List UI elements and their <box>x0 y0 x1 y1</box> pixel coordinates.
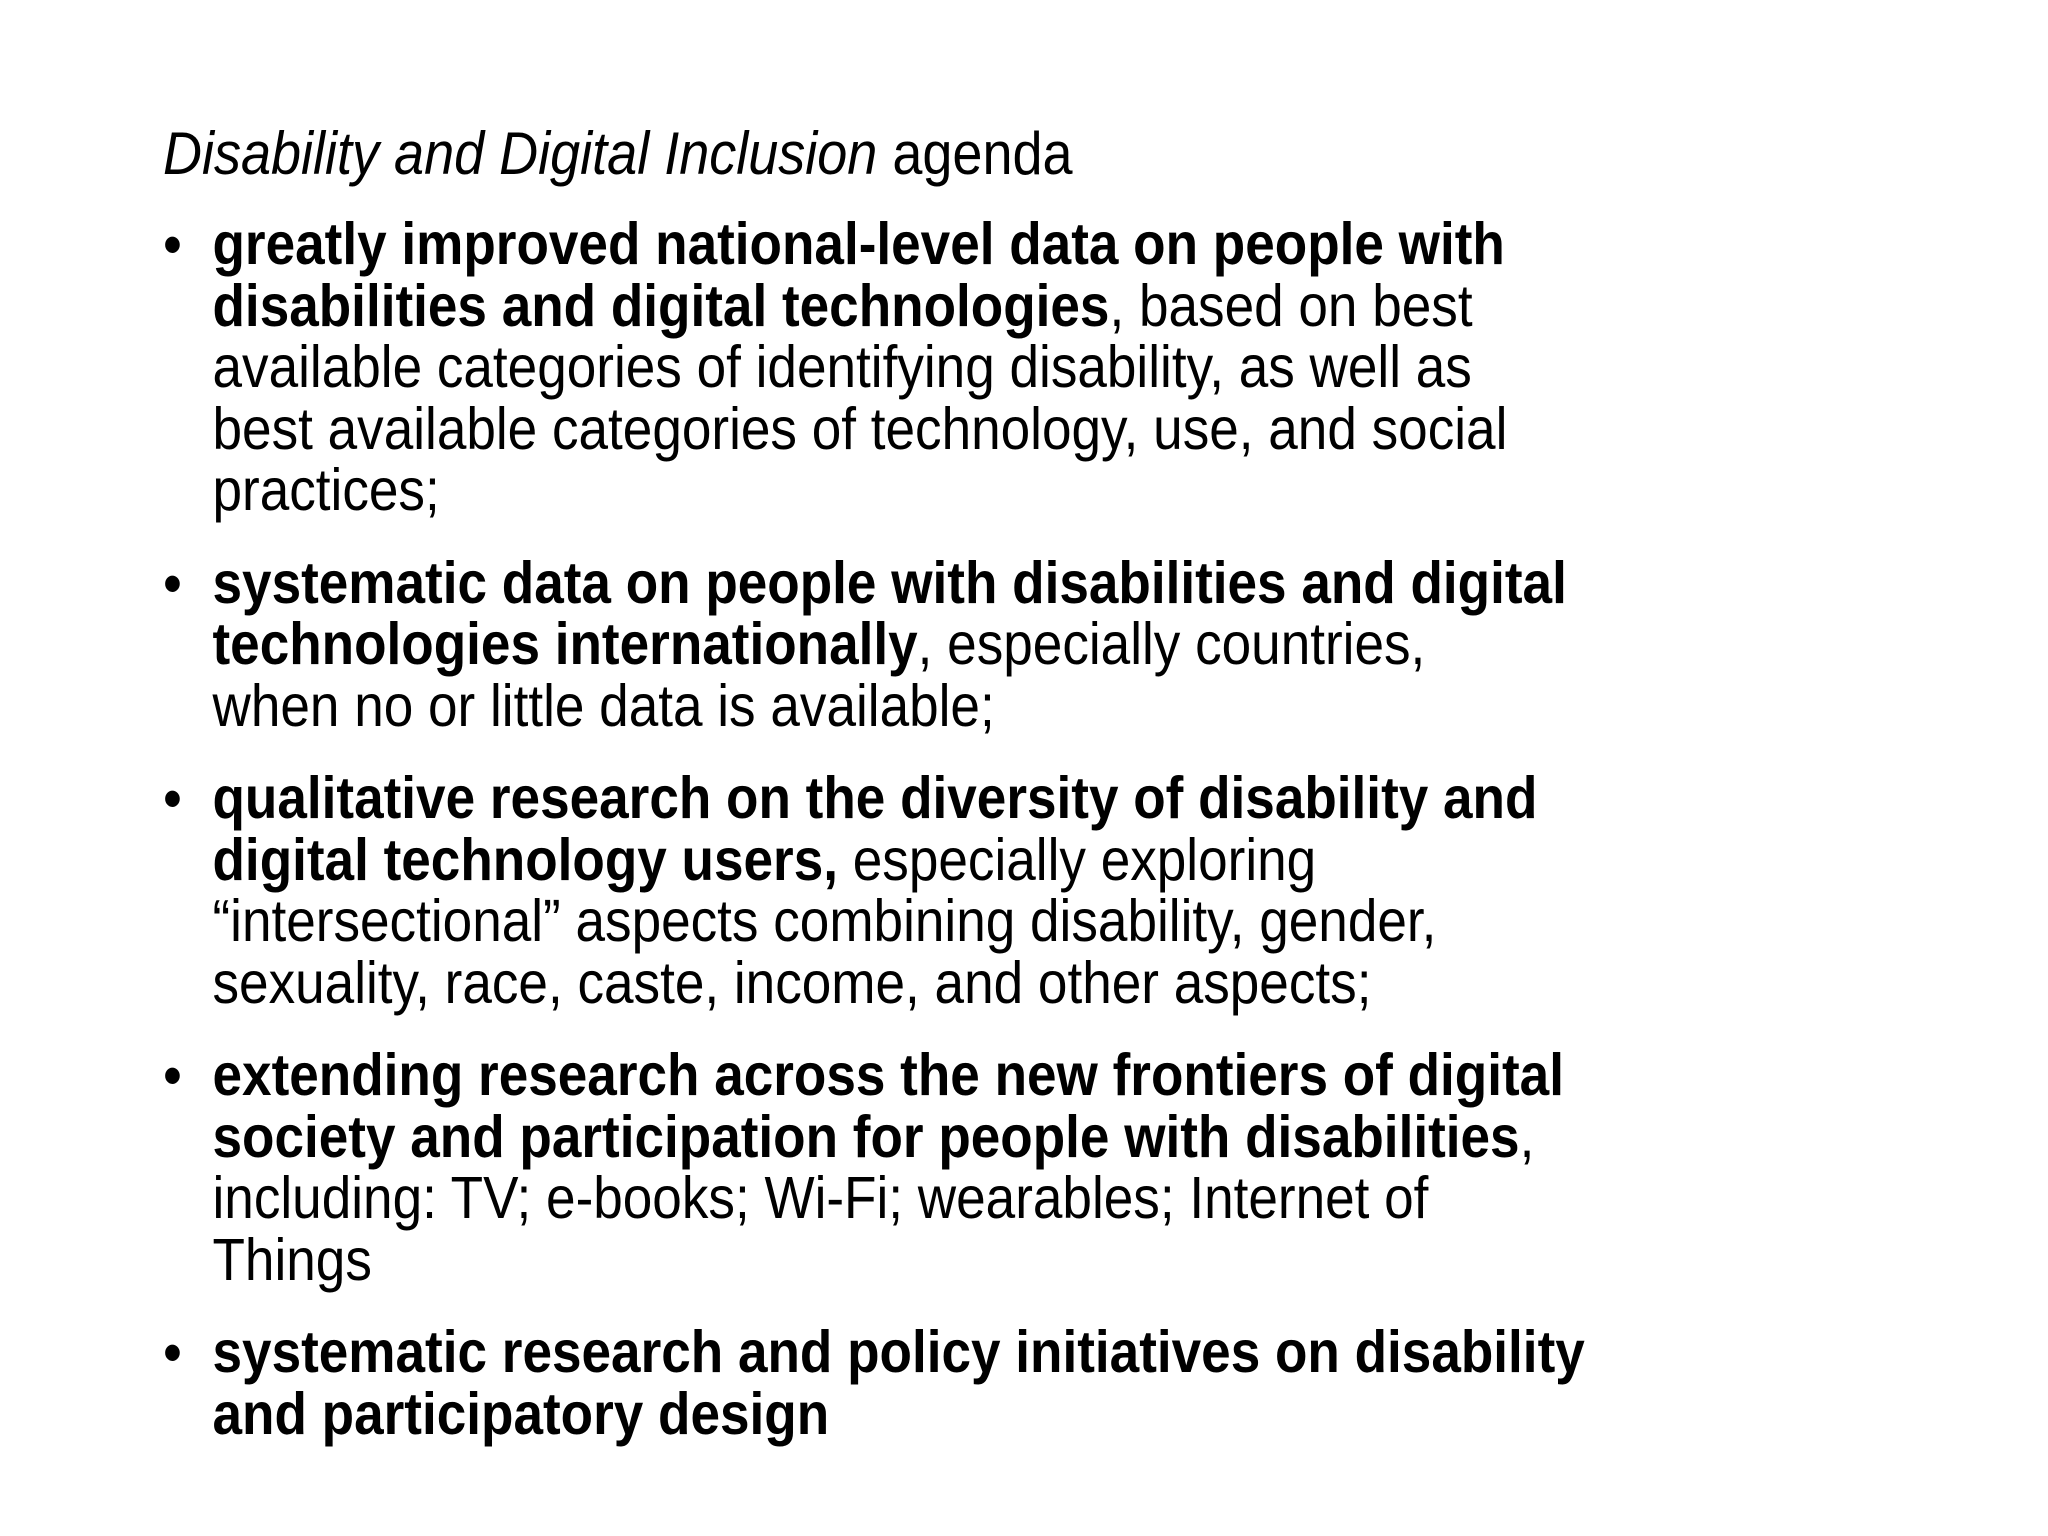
text-line: disabilities and digital technologies, b… <box>212 272 1585 339</box>
regular-text: , based on best <box>1109 272 1473 339</box>
bullet-icon: • <box>163 1319 182 1386</box>
text-line: systematic research and policy initiativ… <box>212 1319 1585 1385</box>
text-line: sexuality, race, caste, income, and othe… <box>212 949 1585 1016</box>
bullet-item: • systematic research and policy initiati… <box>163 1319 1585 1447</box>
bold-text: qualitative research on the diversity of… <box>212 765 1538 831</box>
text-line: and participatory design <box>212 1380 1585 1447</box>
bullet-item: • systematic data on people with disabili… <box>163 549 1585 739</box>
slide-content: Disability and Digital Inclusion agenda … <box>163 123 1585 1476</box>
text-line: extending research across the new fronti… <box>212 1042 1585 1108</box>
bullet-item: • extending research across the new front… <box>163 1042 1585 1293</box>
text-line: society and participation for people wit… <box>212 1103 1585 1170</box>
regular-text: best available categories of technology,… <box>212 395 1508 462</box>
text-line: technologies internationally, especially… <box>212 611 1585 677</box>
text-line: best available categories of technology,… <box>212 395 1585 462</box>
text-line: available categories of identifying disa… <box>212 334 1585 400</box>
text-line: including: TV; e-books; Wi-Fi; wearables… <box>212 1165 1585 1231</box>
bullet-item: • qualitative research on the diversity o… <box>163 765 1585 1016</box>
bullet-list: • greatly improved national-level data on… <box>163 211 1585 1447</box>
text-line: practices; <box>212 457 1585 523</box>
bullet-item: • greatly improved national-level data on… <box>163 211 1585 523</box>
slide-title: Disability and Digital Inclusion agenda <box>163 123 1585 185</box>
bullet-icon: • <box>163 765 182 832</box>
bold-text: systematic research and policy initiativ… <box>212 1319 1585 1385</box>
regular-text: available categories of identifying disa… <box>212 334 1472 400</box>
text-line: greatly improved national-level data on … <box>212 211 1585 277</box>
bold-text: extending research across the new fronti… <box>212 1042 1564 1108</box>
regular-text: when no or little data is available; <box>212 672 995 739</box>
text-line: digital technology users, especially exp… <box>212 826 1585 893</box>
text-line: systematic data on people with disabilit… <box>212 549 1585 616</box>
bold-text: greatly improved national-level data on … <box>212 211 1505 277</box>
text-line: “intersectional” aspects combining disab… <box>212 888 1585 954</box>
title-rest: agenda <box>877 120 1073 187</box>
regular-text: practices; <box>212 457 440 523</box>
regular-text: including: TV; e-books; Wi-Fi; wearables… <box>212 1165 1429 1231</box>
bullet-icon: • <box>163 1042 182 1109</box>
regular-text: , <box>1519 1103 1535 1170</box>
bold-text: and participatory design <box>212 1380 830 1447</box>
bullet-icon: • <box>163 549 182 617</box>
regular-text: sexuality, race, caste, income, and othe… <box>212 949 1372 1016</box>
text-line: qualitative research on the diversity of… <box>212 765 1585 831</box>
regular-text: “intersectional” aspects combining disab… <box>212 888 1437 954</box>
bold-text: technologies internationally <box>212 611 918 677</box>
text-line: when no or little data is available; <box>212 672 1585 739</box>
bold-text: society and participation for people wit… <box>212 1103 1520 1170</box>
regular-text: , especially countries, <box>917 611 1426 677</box>
title-italic: Disability and Digital Inclusion <box>163 120 878 187</box>
regular-text: Things <box>212 1226 372 1293</box>
bold-text: disabilities and digital technologies <box>212 272 1110 339</box>
regular-text: especially exploring <box>838 826 1317 893</box>
bullet-icon: • <box>163 211 182 278</box>
bold-text: systematic data on people with disabilit… <box>212 549 1567 616</box>
text-line: Things <box>212 1226 1585 1293</box>
bold-text: digital technology users, <box>212 826 839 893</box>
